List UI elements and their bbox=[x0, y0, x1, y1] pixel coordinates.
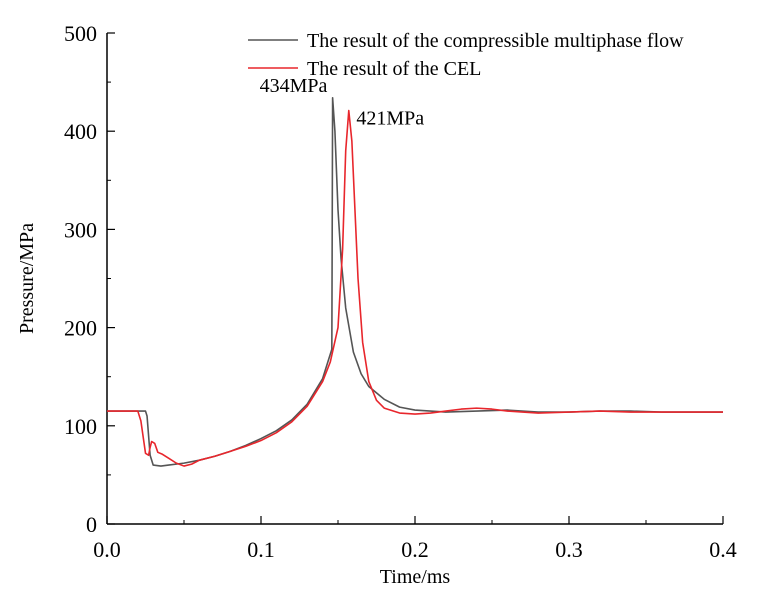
legend-label: The result of the CEL bbox=[307, 58, 481, 80]
legend-label: The result of the compressible multiphas… bbox=[307, 30, 684, 52]
axes: 0 100 200 300 400 500 0.0 0.1 0.2 0.3 0.4 bbox=[64, 21, 737, 562]
y-tick-label: 400 bbox=[64, 119, 97, 144]
annotations: 434MPa 421MPa bbox=[260, 75, 425, 130]
y-axis-title: Pressure/MPa bbox=[16, 223, 38, 334]
legend: The result of the compressible multiphas… bbox=[248, 30, 684, 80]
x-tick-label: 0.3 bbox=[555, 537, 583, 562]
series-line-2 bbox=[107, 109, 723, 467]
series-line-1 bbox=[107, 97, 723, 467]
y-tick-label: 300 bbox=[64, 217, 97, 242]
x-tick-label: 0.2 bbox=[401, 537, 429, 562]
series-layer bbox=[107, 97, 723, 467]
y-tick-label: 200 bbox=[64, 316, 97, 341]
y-tick-label: 100 bbox=[64, 414, 97, 439]
peak-annotation: 434MPa bbox=[260, 75, 328, 97]
x-tick-label: 0.4 bbox=[709, 537, 737, 562]
x-tick-label: 0.1 bbox=[247, 537, 275, 562]
peak-annotation: 421MPa bbox=[356, 108, 424, 130]
y-tick-label: 0 bbox=[86, 512, 97, 537]
x-tick-label: 0.0 bbox=[93, 537, 121, 562]
x-axis-title: Time/ms bbox=[380, 566, 451, 588]
y-tick-label: 500 bbox=[64, 21, 97, 46]
